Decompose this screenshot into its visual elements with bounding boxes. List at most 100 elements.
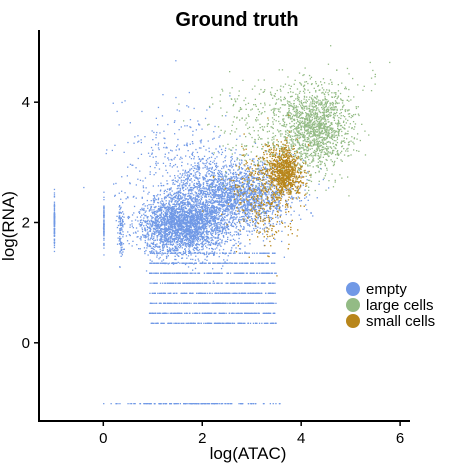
data-point	[168, 247, 171, 249]
data-point	[229, 213, 231, 215]
data-point	[174, 230, 177, 232]
data-point	[180, 232, 182, 234]
data-point	[53, 205, 56, 207]
data-point	[163, 241, 165, 243]
data-point	[215, 232, 217, 234]
data-point	[239, 171, 241, 174]
data-point	[174, 225, 177, 227]
data-point	[194, 209, 197, 211]
data-point	[166, 230, 168, 232]
data-point	[215, 237, 217, 239]
data-point	[285, 201, 287, 203]
data-point	[174, 230, 176, 232]
data-point	[228, 188, 230, 191]
data-point	[173, 222, 176, 225]
data-point	[202, 183, 205, 186]
data-point	[271, 193, 273, 195]
data-point	[190, 225, 192, 227]
data-point	[213, 219, 215, 221]
data-point	[218, 183, 220, 185]
data-point	[151, 217, 153, 219]
data-point	[306, 209, 308, 211]
data-point	[148, 234, 150, 236]
data-point	[193, 217, 196, 219]
data-point	[157, 223, 159, 226]
data-point	[173, 219, 176, 221]
data-point	[157, 227, 159, 229]
data-point	[158, 208, 161, 211]
data-point	[187, 225, 190, 227]
data-point	[225, 222, 228, 224]
data-point	[185, 216, 188, 218]
data-point	[233, 218, 235, 220]
data-point	[207, 231, 210, 233]
data-point	[230, 161, 232, 163]
data-point	[230, 208, 232, 210]
data-point	[168, 203, 170, 205]
data-point	[179, 229, 181, 231]
data-point	[173, 214, 176, 216]
data-point	[196, 230, 198, 233]
data-point	[170, 208, 172, 210]
data-point	[153, 237, 155, 240]
data-point	[201, 236, 203, 238]
data-point	[144, 241, 146, 244]
data-point	[209, 167, 211, 169]
data-point	[189, 235, 191, 237]
data-point	[217, 165, 219, 168]
data-point	[318, 183, 320, 185]
data-point	[145, 224, 147, 226]
data-point	[165, 215, 167, 217]
data-point	[203, 223, 205, 225]
data-point	[206, 251, 208, 253]
data-point	[193, 194, 195, 196]
data-point	[224, 160, 226, 162]
data-point	[53, 209, 56, 211]
data-point	[53, 246, 56, 249]
data-point	[165, 221, 168, 223]
data-point	[164, 243, 167, 245]
data-point	[243, 227, 245, 229]
data-point	[181, 253, 183, 256]
data-point	[239, 222, 241, 224]
data-point	[273, 171, 275, 174]
data-point	[212, 189, 215, 191]
data-point	[193, 263, 195, 265]
data-point	[184, 229, 186, 232]
data-point	[200, 211, 202, 213]
data-point	[239, 178, 242, 180]
data-point	[150, 204, 152, 206]
data-point	[212, 202, 214, 204]
data-point	[214, 251, 216, 253]
data-point	[213, 179, 215, 181]
data-point	[168, 231, 170, 234]
data-point	[247, 195, 250, 197]
data-point	[249, 199, 252, 201]
data-point	[236, 221, 238, 224]
data-point	[219, 230, 222, 232]
data-point	[169, 228, 171, 230]
data-point	[255, 194, 257, 196]
data-point	[146, 244, 148, 247]
data-point	[183, 236, 185, 238]
data-point	[193, 215, 195, 217]
data-point	[237, 233, 240, 236]
data-point	[170, 207, 173, 209]
data-point	[253, 181, 256, 183]
data-point	[168, 196, 170, 198]
data-point	[219, 227, 221, 229]
data-point	[288, 188, 290, 190]
data-point	[192, 258, 194, 261]
data-point	[234, 239, 236, 242]
data-point	[319, 167, 322, 170]
data-point	[215, 212, 217, 214]
data-point	[157, 185, 160, 187]
data-point	[258, 192, 260, 195]
data-point	[192, 216, 194, 219]
data-point	[123, 216, 125, 218]
data-point	[53, 194, 56, 196]
data-point	[163, 210, 165, 212]
data-point	[226, 187, 229, 189]
data-point	[190, 239, 192, 242]
data-point	[184, 236, 186, 238]
